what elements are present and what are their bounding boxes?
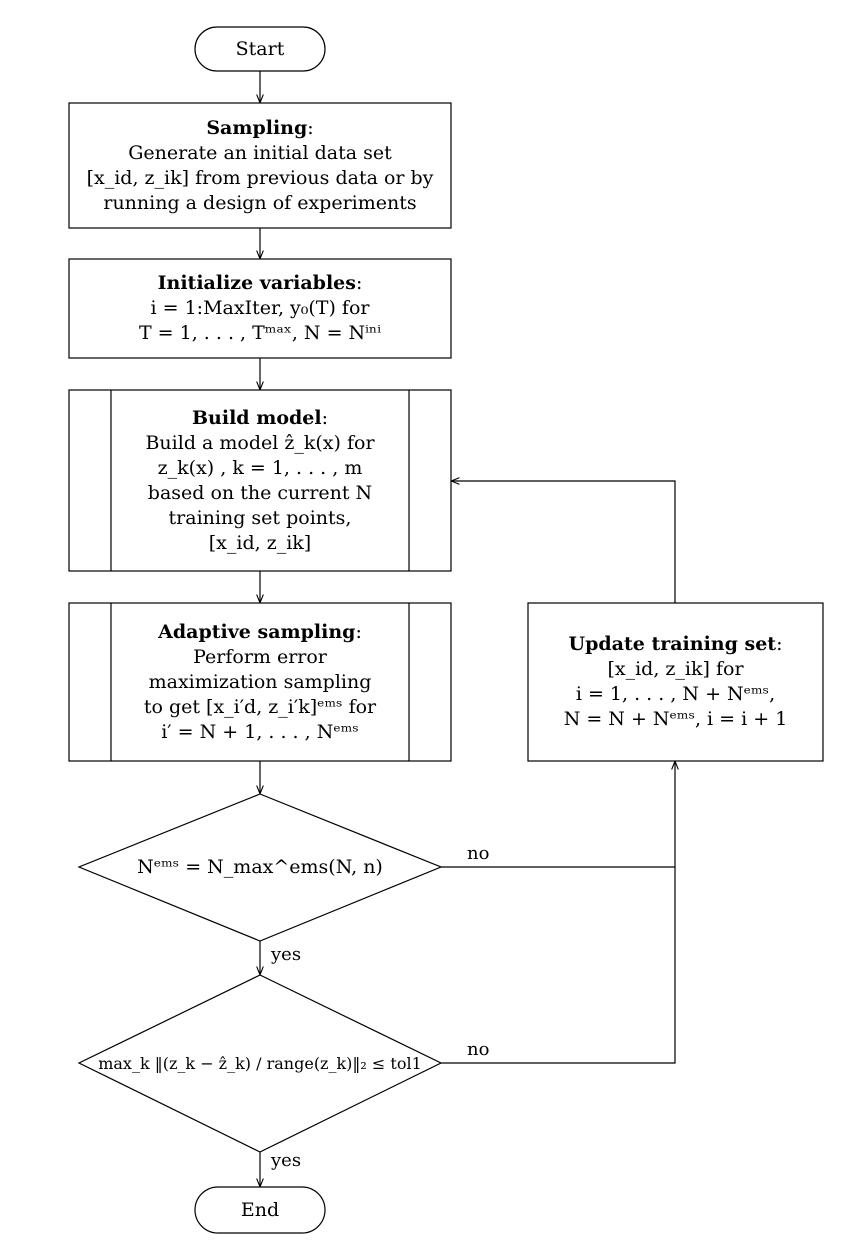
init-text: Initialize variables: i = 1:MaxIter, y₀(… <box>138 272 382 344</box>
start-label: Start <box>235 37 285 60</box>
sampling-text: Sampling: Generate an initial data set [… <box>86 116 434 214</box>
arrow-decision2-no <box>441 762 675 1064</box>
update-training-text: Update training set: [x_id, z_ik] for i … <box>563 633 788 730</box>
edge-label-yes-2: yes <box>271 1150 302 1171</box>
edge-label-no-2: no <box>467 1039 490 1060</box>
build-model-text: Build model: Build a model ẑ_k(x) for z_… <box>145 406 375 554</box>
init-box <box>68 258 452 359</box>
adaptive-sampling-text: Adaptive sampling: Perform error maximiz… <box>143 620 377 743</box>
arrow-update-build <box>452 481 676 603</box>
decision-1-text: Nᵉᵐˢ = N_max^ems(N, n) <box>137 855 383 878</box>
update-training-box <box>527 602 824 762</box>
sampling-box <box>68 102 452 229</box>
decision-2-text: max_k ‖(z_k − ẑ_k) / range(z_k)‖₂ ≤ tol1 <box>98 1053 422 1073</box>
end-label: End <box>240 1198 280 1221</box>
build-model-box <box>68 389 452 572</box>
edge-label-no-1: no <box>467 843 490 864</box>
end-terminal <box>194 1186 326 1234</box>
edge-label-yes-1: yes <box>271 944 302 965</box>
adaptive-sampling-box <box>68 602 452 762</box>
